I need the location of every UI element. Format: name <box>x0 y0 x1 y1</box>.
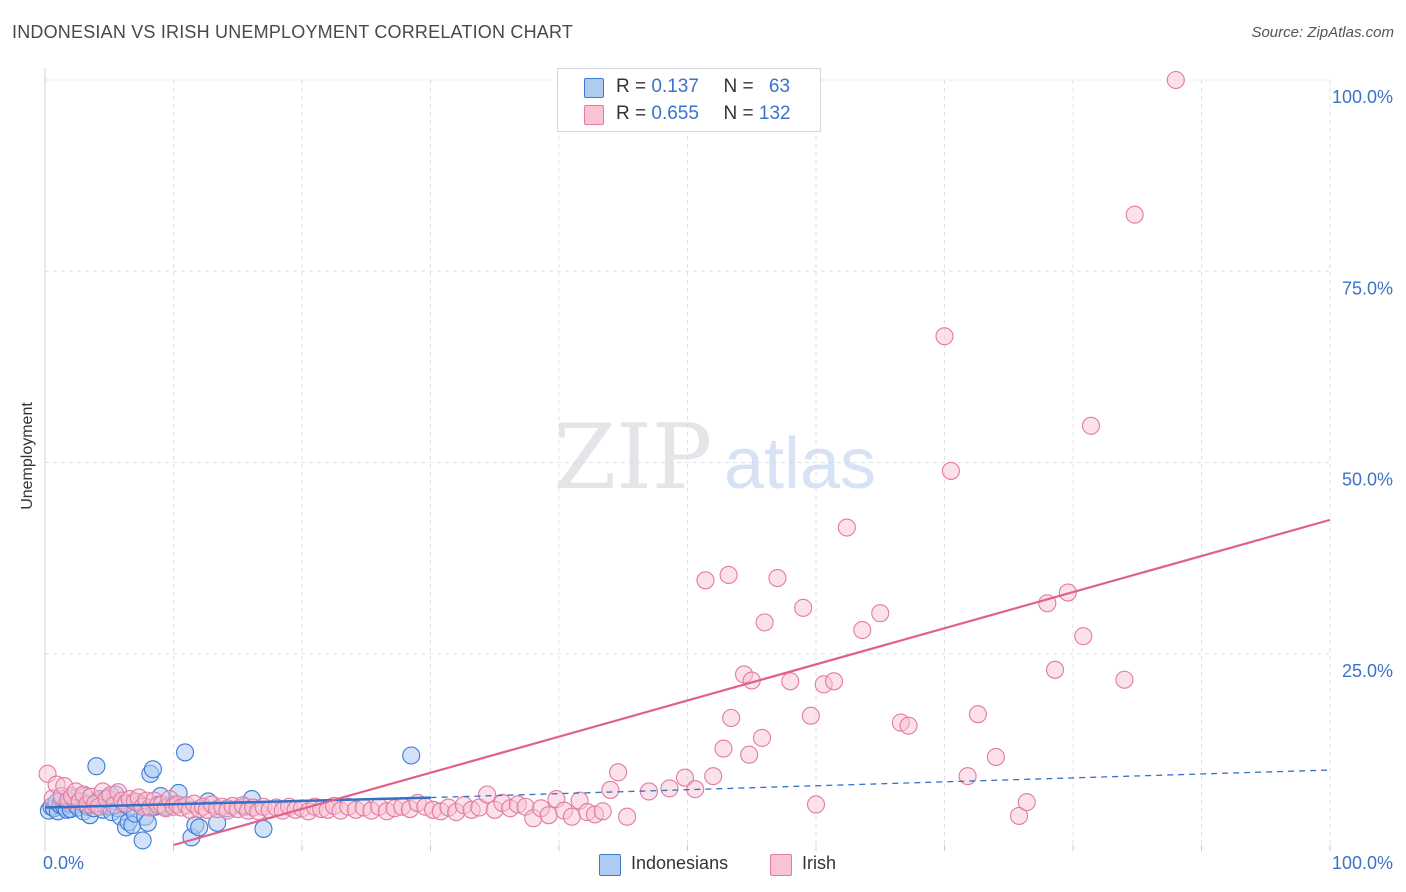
legend-swatch-indonesians <box>584 78 604 98</box>
irish-point <box>714 739 733 758</box>
bottom-legend-label-indonesians: Indonesians <box>631 853 729 873</box>
irish-point <box>824 672 844 691</box>
irish-point <box>837 518 856 537</box>
irish-point <box>740 745 759 764</box>
bottom-legend-swatch-indonesians <box>599 854 621 876</box>
irish-point <box>1081 416 1101 435</box>
y-tick-label: 50.0% <box>1342 470 1393 490</box>
watermark-zip: ZIP <box>554 405 713 510</box>
irish-point <box>801 706 820 725</box>
indonesians-point <box>402 746 421 765</box>
irish-point <box>768 568 787 588</box>
legend-r-value: 0.137 <box>651 76 699 97</box>
irish-point <box>562 807 581 826</box>
legend-n-value: 63 <box>768 76 791 97</box>
irish-points <box>38 70 1185 828</box>
irish-point <box>696 571 715 590</box>
irish-point <box>752 728 772 747</box>
irish-point <box>539 806 558 825</box>
irish-point <box>1009 806 1029 825</box>
irish-point <box>968 705 987 724</box>
indonesians-point <box>143 760 162 779</box>
bottom-legend-swatch-irish <box>770 854 792 876</box>
irish-point <box>853 620 872 640</box>
legend-r-value: 0.655 <box>651 103 699 124</box>
irish-point <box>986 747 1005 767</box>
irish-trend-line <box>173 518 1331 847</box>
trend-lines <box>44 518 1331 847</box>
indonesians-point <box>254 819 273 838</box>
irish-point <box>794 598 813 617</box>
irish-point <box>1045 660 1065 679</box>
indonesians-point <box>190 818 209 837</box>
irish-point <box>1074 627 1093 646</box>
y-tick-label: 75.0% <box>1342 278 1393 298</box>
legend-n-label: N = <box>723 76 754 97</box>
source-label: Source: ZipAtlas.com <box>1251 24 1394 41</box>
y-tick-label: 100.0% <box>1332 87 1393 107</box>
watermark: ZIP atlas <box>554 405 876 510</box>
legend-n-value: 132 <box>758 103 791 124</box>
irish-point <box>941 461 960 480</box>
irish-point <box>719 565 738 585</box>
legend-r-label: R = <box>616 103 647 124</box>
irish-point <box>781 672 800 691</box>
irish-point <box>477 785 497 804</box>
indonesians-point <box>176 743 195 762</box>
indonesians-point <box>87 757 106 776</box>
legend-swatch-irish <box>584 105 604 125</box>
bottom-legend-label-irish: Irish <box>802 853 837 873</box>
x-tick-label: 0.0% <box>43 853 84 873</box>
legend-n-label: N = <box>723 103 754 124</box>
legend-r-label: R = <box>616 76 647 97</box>
axis-ticks: 25.0% 50.0% 75.0% 100.0% 0.0% 100.0% <box>43 87 1393 873</box>
indonesians-point <box>133 831 152 850</box>
indonesians-trend-extension <box>430 769 1331 799</box>
y-tick-label: 25.0% <box>1342 661 1393 681</box>
irish-point <box>660 779 679 798</box>
chart-title: INDONESIAN VS IRISH UNEMPLOYMENT CORRELA… <box>12 22 574 42</box>
irish-point <box>1125 205 1144 224</box>
irish-point <box>935 327 954 346</box>
indonesians-trend-line <box>44 796 431 809</box>
irish-point <box>899 716 918 735</box>
watermark-atlas: atlas <box>724 424 876 504</box>
irish-point <box>871 604 890 623</box>
irish-point <box>722 708 741 728</box>
irish-point <box>1166 70 1185 90</box>
correlation-legend: R = 0.137 N = 63 R = 0.655 N = 132 <box>557 68 821 132</box>
irish-point <box>958 767 977 786</box>
irish-point <box>609 763 628 782</box>
irish-point <box>1115 670 1134 689</box>
irish-point <box>618 807 637 826</box>
irish-point <box>806 795 826 814</box>
irish-point <box>675 768 694 787</box>
indonesians-point <box>138 813 157 832</box>
x-tick-label: 100.0% <box>1332 853 1393 873</box>
irish-point <box>704 767 723 786</box>
irish-point <box>755 613 774 632</box>
irish-point <box>601 780 620 799</box>
irish-point <box>1017 793 1036 812</box>
irish-point <box>593 802 612 821</box>
